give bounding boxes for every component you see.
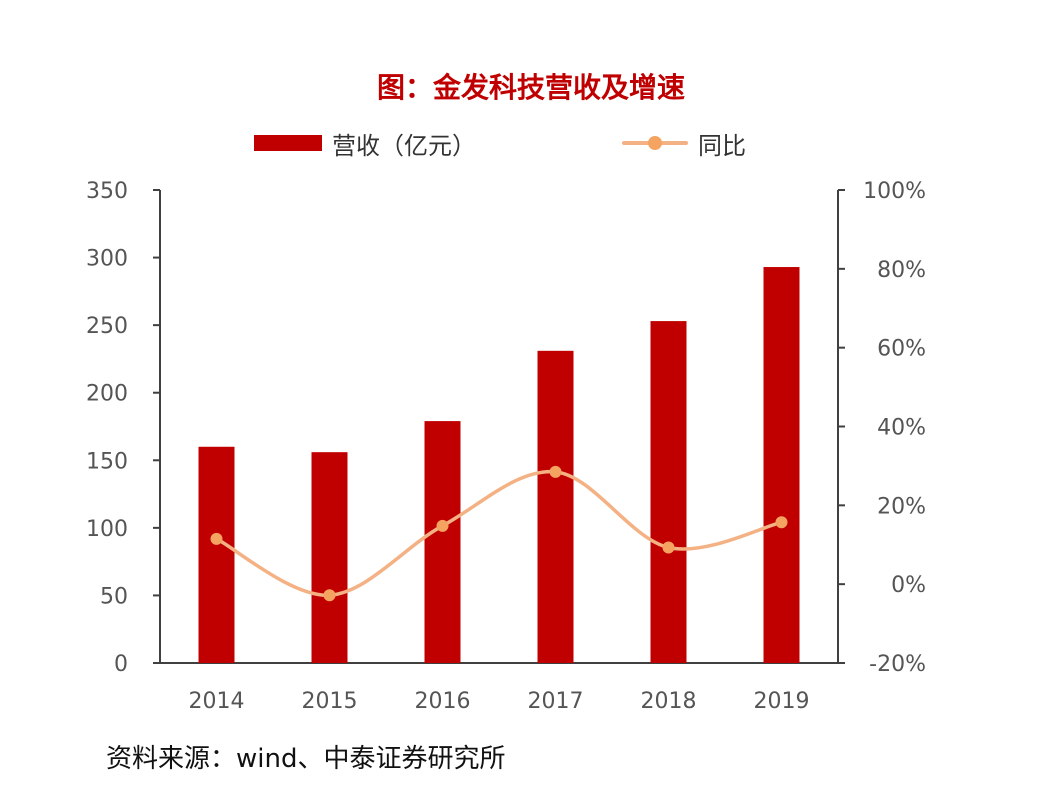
point-yoy	[549, 465, 562, 478]
x-tick-label: 2019	[754, 689, 810, 714]
y-right-tick-label: 80%	[877, 258, 926, 283]
y-right-tick-label: 20%	[877, 494, 926, 519]
x-tick-label: 2018	[641, 689, 697, 714]
point-yoy	[210, 532, 223, 545]
point-yoy	[323, 589, 336, 602]
y-left-tick-label: 200	[86, 382, 128, 407]
x-tick-label: 2014	[189, 689, 245, 714]
y-right-tick-label: 0%	[891, 573, 926, 598]
point-yoy	[436, 519, 449, 532]
legend-item-revenue: 营收（亿元）	[254, 128, 476, 160]
bar-revenue	[424, 421, 461, 663]
source-note: 资料来源：wind、中泰证券研究所	[106, 744, 506, 774]
x-tick-label: 2016	[415, 689, 471, 714]
y-left-tick-label: 0	[114, 652, 128, 677]
legend-label-revenue: 营收（亿元）	[332, 131, 476, 160]
point-yoy	[775, 516, 788, 529]
legend-swatch-yoy	[622, 135, 688, 151]
y-right-tick-label: 100%	[863, 179, 926, 204]
y-right-tick-label: -20%	[869, 652, 926, 677]
bar-revenue	[537, 350, 574, 663]
y-left-tick-label: 100	[86, 517, 128, 542]
x-tick-label: 2015	[302, 689, 358, 714]
bar-revenue	[763, 267, 800, 663]
y-left-tick-label: 350	[86, 179, 128, 204]
y-left-tick-label: 250	[86, 314, 128, 339]
y-left-tick-label: 50	[100, 584, 128, 609]
x-tick-label: 2017	[528, 689, 584, 714]
y-left-tick-label: 150	[86, 449, 128, 474]
legend: 营收（亿元） 同比	[0, 128, 1062, 160]
bar-revenue	[198, 446, 235, 663]
y-right-tick-label: 60%	[877, 337, 926, 362]
legend-swatch-revenue	[254, 135, 322, 151]
chart-title: 图：金发科技营收及增速	[376, 71, 685, 104]
bar-revenue	[311, 452, 348, 663]
point-yoy	[662, 541, 675, 554]
legend-item-yoy: 同比	[622, 128, 746, 160]
y-right-tick-label: 40%	[877, 416, 926, 441]
y-left-tick-label: 300	[86, 247, 128, 272]
legend-label-yoy: 同比	[698, 131, 746, 160]
bar-revenue	[650, 321, 687, 663]
series-line-yoy	[215, 469, 782, 597]
